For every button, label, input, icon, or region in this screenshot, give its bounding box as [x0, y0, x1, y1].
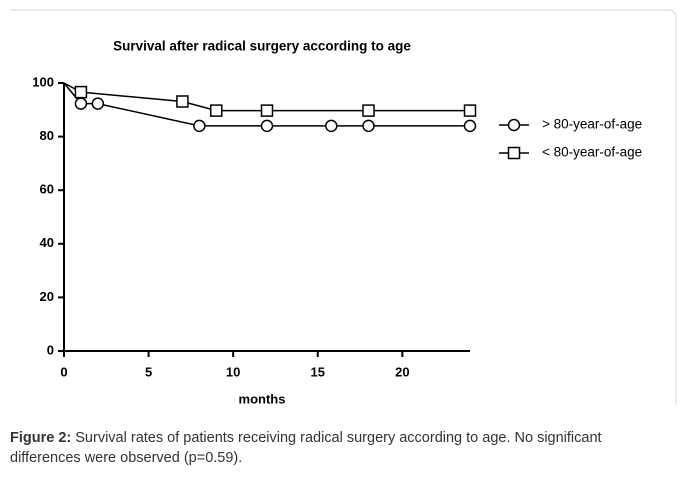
- frame: [10, 9, 677, 405]
- chart-title: Survival after radical surgery according…: [113, 39, 411, 54]
- marker: [463, 104, 477, 117]
- marker: [74, 97, 88, 110]
- x-tick-label: 10: [226, 364, 240, 379]
- y-tick-label: 100: [32, 74, 54, 89]
- marker: [507, 118, 521, 132]
- y-tick-label: 60: [40, 182, 54, 197]
- marker: [260, 119, 274, 133]
- x-axis-label: months: [239, 391, 286, 406]
- marker: [176, 95, 189, 108]
- caption-label: Figure 2:: [10, 430, 72, 446]
- marker: [325, 119, 338, 133]
- y-tick-label: 80: [40, 128, 54, 143]
- marker: [507, 146, 521, 160]
- y-tick-label: 20: [40, 289, 54, 304]
- marker: [210, 104, 223, 117]
- marker: [91, 97, 105, 110]
- marker: [74, 85, 88, 99]
- x-tick-label: 0: [60, 364, 67, 379]
- x-tick-label: 15: [311, 364, 325, 379]
- legend-label: < 80-year-of-age: [542, 145, 642, 160]
- marker: [260, 104, 274, 117]
- marker: [362, 104, 375, 117]
- marker: [463, 119, 477, 133]
- chart: Survival after radical surgery according…: [10, 9, 677, 406]
- y-tick-label: 40: [40, 235, 54, 250]
- x-tick-label: 20: [395, 364, 409, 379]
- marker: [193, 119, 206, 133]
- x-tick-label: 5: [145, 364, 152, 379]
- marker: [362, 119, 375, 133]
- legend-label: > 80-year-of-age: [542, 117, 642, 132]
- caption: Figure 2: Survival rates of patients rec…: [10, 428, 675, 468]
- y-tick-label: 0: [47, 342, 54, 357]
- caption-text: Survival rates of patients receiving rad…: [10, 430, 602, 466]
